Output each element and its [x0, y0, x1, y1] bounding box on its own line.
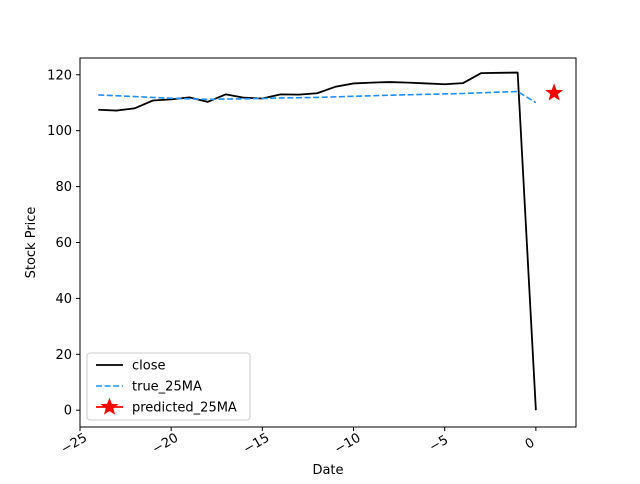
y-tick-label: 120	[47, 68, 72, 83]
y-tick-label: 60	[55, 236, 72, 251]
legend-label-predicted-25ma: predicted_25MA	[132, 401, 237, 416]
plot-area	[98, 71, 564, 411]
y-tick-label: 0	[64, 404, 72, 419]
y-tick-label: 100	[47, 124, 72, 139]
legend: close true_25MA predicted_25MA	[86, 352, 251, 421]
legend-box	[86, 352, 251, 421]
legend-marker-predicted-25ma	[100, 397, 119, 415]
x-axis-label: Date	[312, 463, 343, 478]
legend-label-close: close	[132, 359, 165, 374]
true-25ma-series-line	[98, 90, 537, 104]
y-tick-label: 40	[55, 292, 72, 307]
y-tick-label: 20	[55, 348, 72, 363]
legend-label-true-25ma: true_25MA	[132, 380, 202, 395]
y-tick-label: 80	[55, 180, 72, 195]
close-series-line	[98, 71, 537, 411]
y-axis: 0 20 40 60 80 100 120	[47, 68, 80, 419]
y-axis-label: Stock Price	[24, 207, 39, 279]
predicted-25ma-point	[545, 83, 564, 101]
